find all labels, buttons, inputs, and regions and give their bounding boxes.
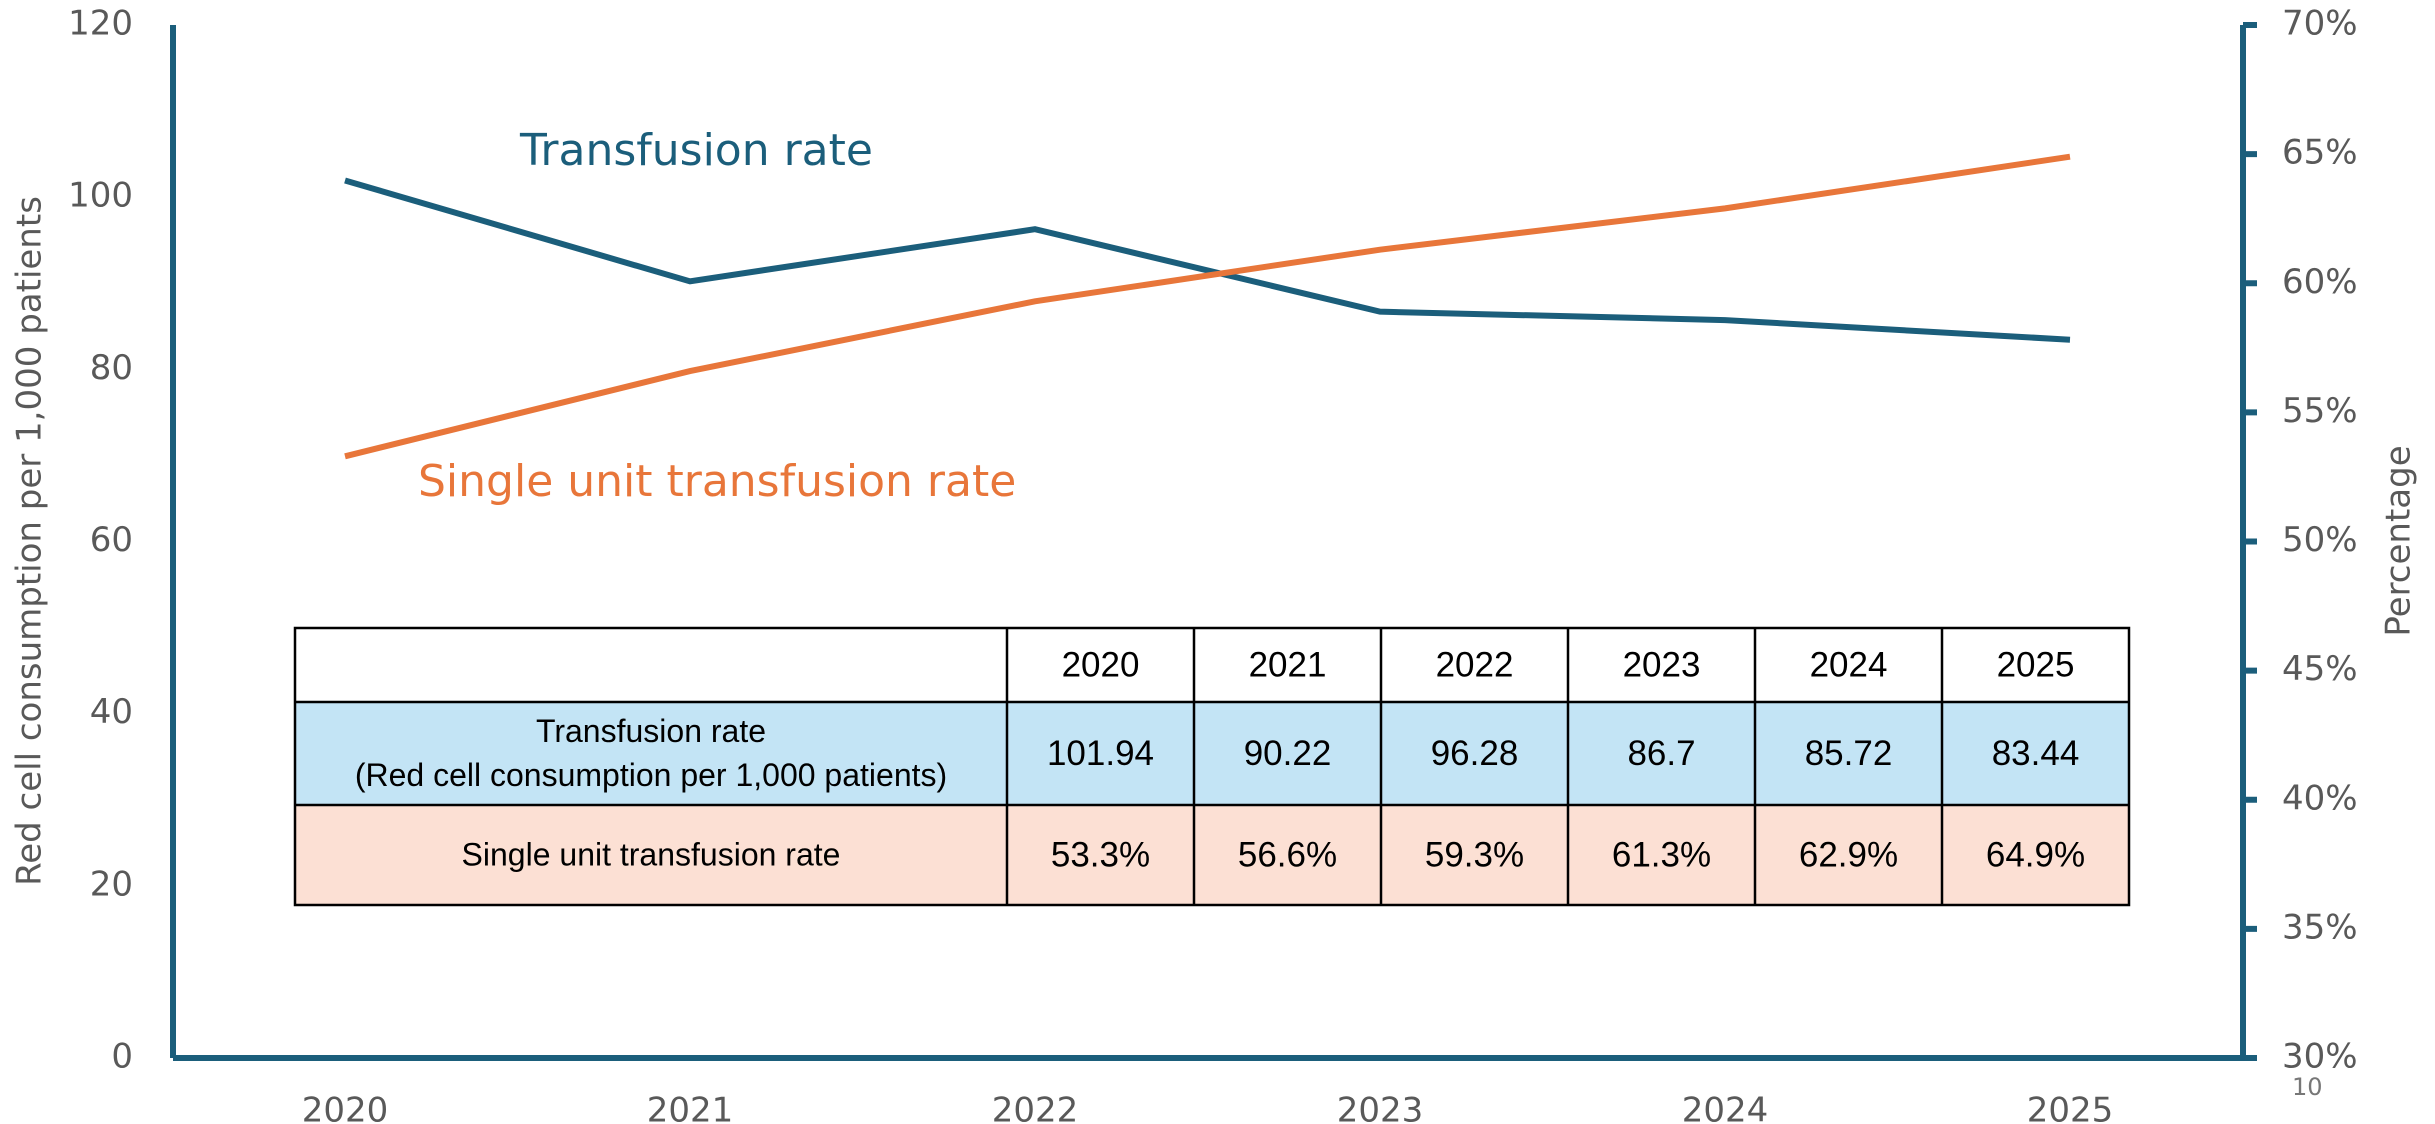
page-number: 10 bbox=[2292, 1073, 2323, 1101]
table-cell: 85.72 bbox=[1805, 734, 1893, 773]
y2-tick-label: 70% bbox=[2282, 4, 2358, 44]
table-cell: 61.3% bbox=[1612, 835, 1711, 874]
x-tick-label: 2025 bbox=[2027, 1091, 2114, 1124]
y2-tick-label: 50% bbox=[2282, 520, 2358, 560]
x-tick-label: 2020 bbox=[302, 1091, 389, 1124]
y2-tick-label: 30% bbox=[2282, 1037, 2358, 1077]
table-row-label: Single unit transfusion rate bbox=[462, 836, 841, 872]
table-cell: 96.28 bbox=[1431, 734, 1519, 773]
y-tick-label: 20 bbox=[90, 864, 133, 904]
table-header: 2024 bbox=[1810, 645, 1888, 684]
y-tick-label: 100 bbox=[68, 176, 133, 216]
y2-tick-label: 55% bbox=[2282, 391, 2358, 431]
y2-axis-label: Percentage bbox=[2379, 445, 2419, 636]
y2-tick-label: 35% bbox=[2282, 907, 2358, 947]
y2-tick-label: 45% bbox=[2282, 649, 2358, 689]
table-cell: 59.3% bbox=[1425, 835, 1524, 874]
table-header: 2020 bbox=[1062, 645, 1140, 684]
y-tick-label: 0 bbox=[111, 1037, 133, 1077]
table-header: 2021 bbox=[1249, 645, 1327, 684]
table-cell: 62.9% bbox=[1799, 835, 1898, 874]
y-tick-label: 120 bbox=[68, 4, 133, 44]
y2-tick-label: 40% bbox=[2282, 778, 2358, 818]
x-tick-label: 2024 bbox=[1682, 1091, 1769, 1124]
table-border bbox=[293, 626, 2131, 907]
series-annotation: Transfusion rate bbox=[519, 125, 873, 176]
y-tick-label: 80 bbox=[90, 348, 133, 388]
y2-tick-label: 60% bbox=[2282, 262, 2358, 302]
y2-tick-label: 65% bbox=[2282, 133, 2358, 173]
x-tick-label: 2021 bbox=[647, 1091, 734, 1124]
y-tick-label: 60 bbox=[90, 520, 133, 560]
table-cell: 90.22 bbox=[1244, 734, 1332, 773]
x-tick-label: 2022 bbox=[992, 1091, 1079, 1124]
series-line bbox=[344, 177, 2071, 343]
table-cell: 56.6% bbox=[1238, 835, 1337, 874]
table-cell: 83.44 bbox=[1992, 734, 2080, 773]
series-line bbox=[344, 153, 2071, 460]
table-cell: 53.3% bbox=[1051, 835, 1150, 874]
table-cell: 101.94 bbox=[1047, 734, 1154, 773]
table-cell: 64.9% bbox=[1986, 835, 2085, 874]
series-annotation: Single unit transfusion rate bbox=[418, 456, 1016, 507]
table-row-label: (Red cell consumption per 1,000 patients… bbox=[355, 757, 947, 793]
y-axis-label: Red cell consumption per 1,000 patients bbox=[10, 196, 50, 886]
table-cell: 86.7 bbox=[1627, 734, 1695, 773]
table-header: 2023 bbox=[1623, 645, 1701, 684]
table-row-bg bbox=[295, 805, 2129, 905]
table-row-label: Transfusion rate bbox=[536, 713, 766, 749]
table-header: 2022 bbox=[1436, 645, 1514, 684]
y-tick-label: 40 bbox=[90, 692, 133, 732]
x-tick-label: 2023 bbox=[1337, 1091, 1424, 1124]
table-header: 2025 bbox=[1997, 645, 2075, 684]
table-row-bg bbox=[295, 702, 2129, 805]
